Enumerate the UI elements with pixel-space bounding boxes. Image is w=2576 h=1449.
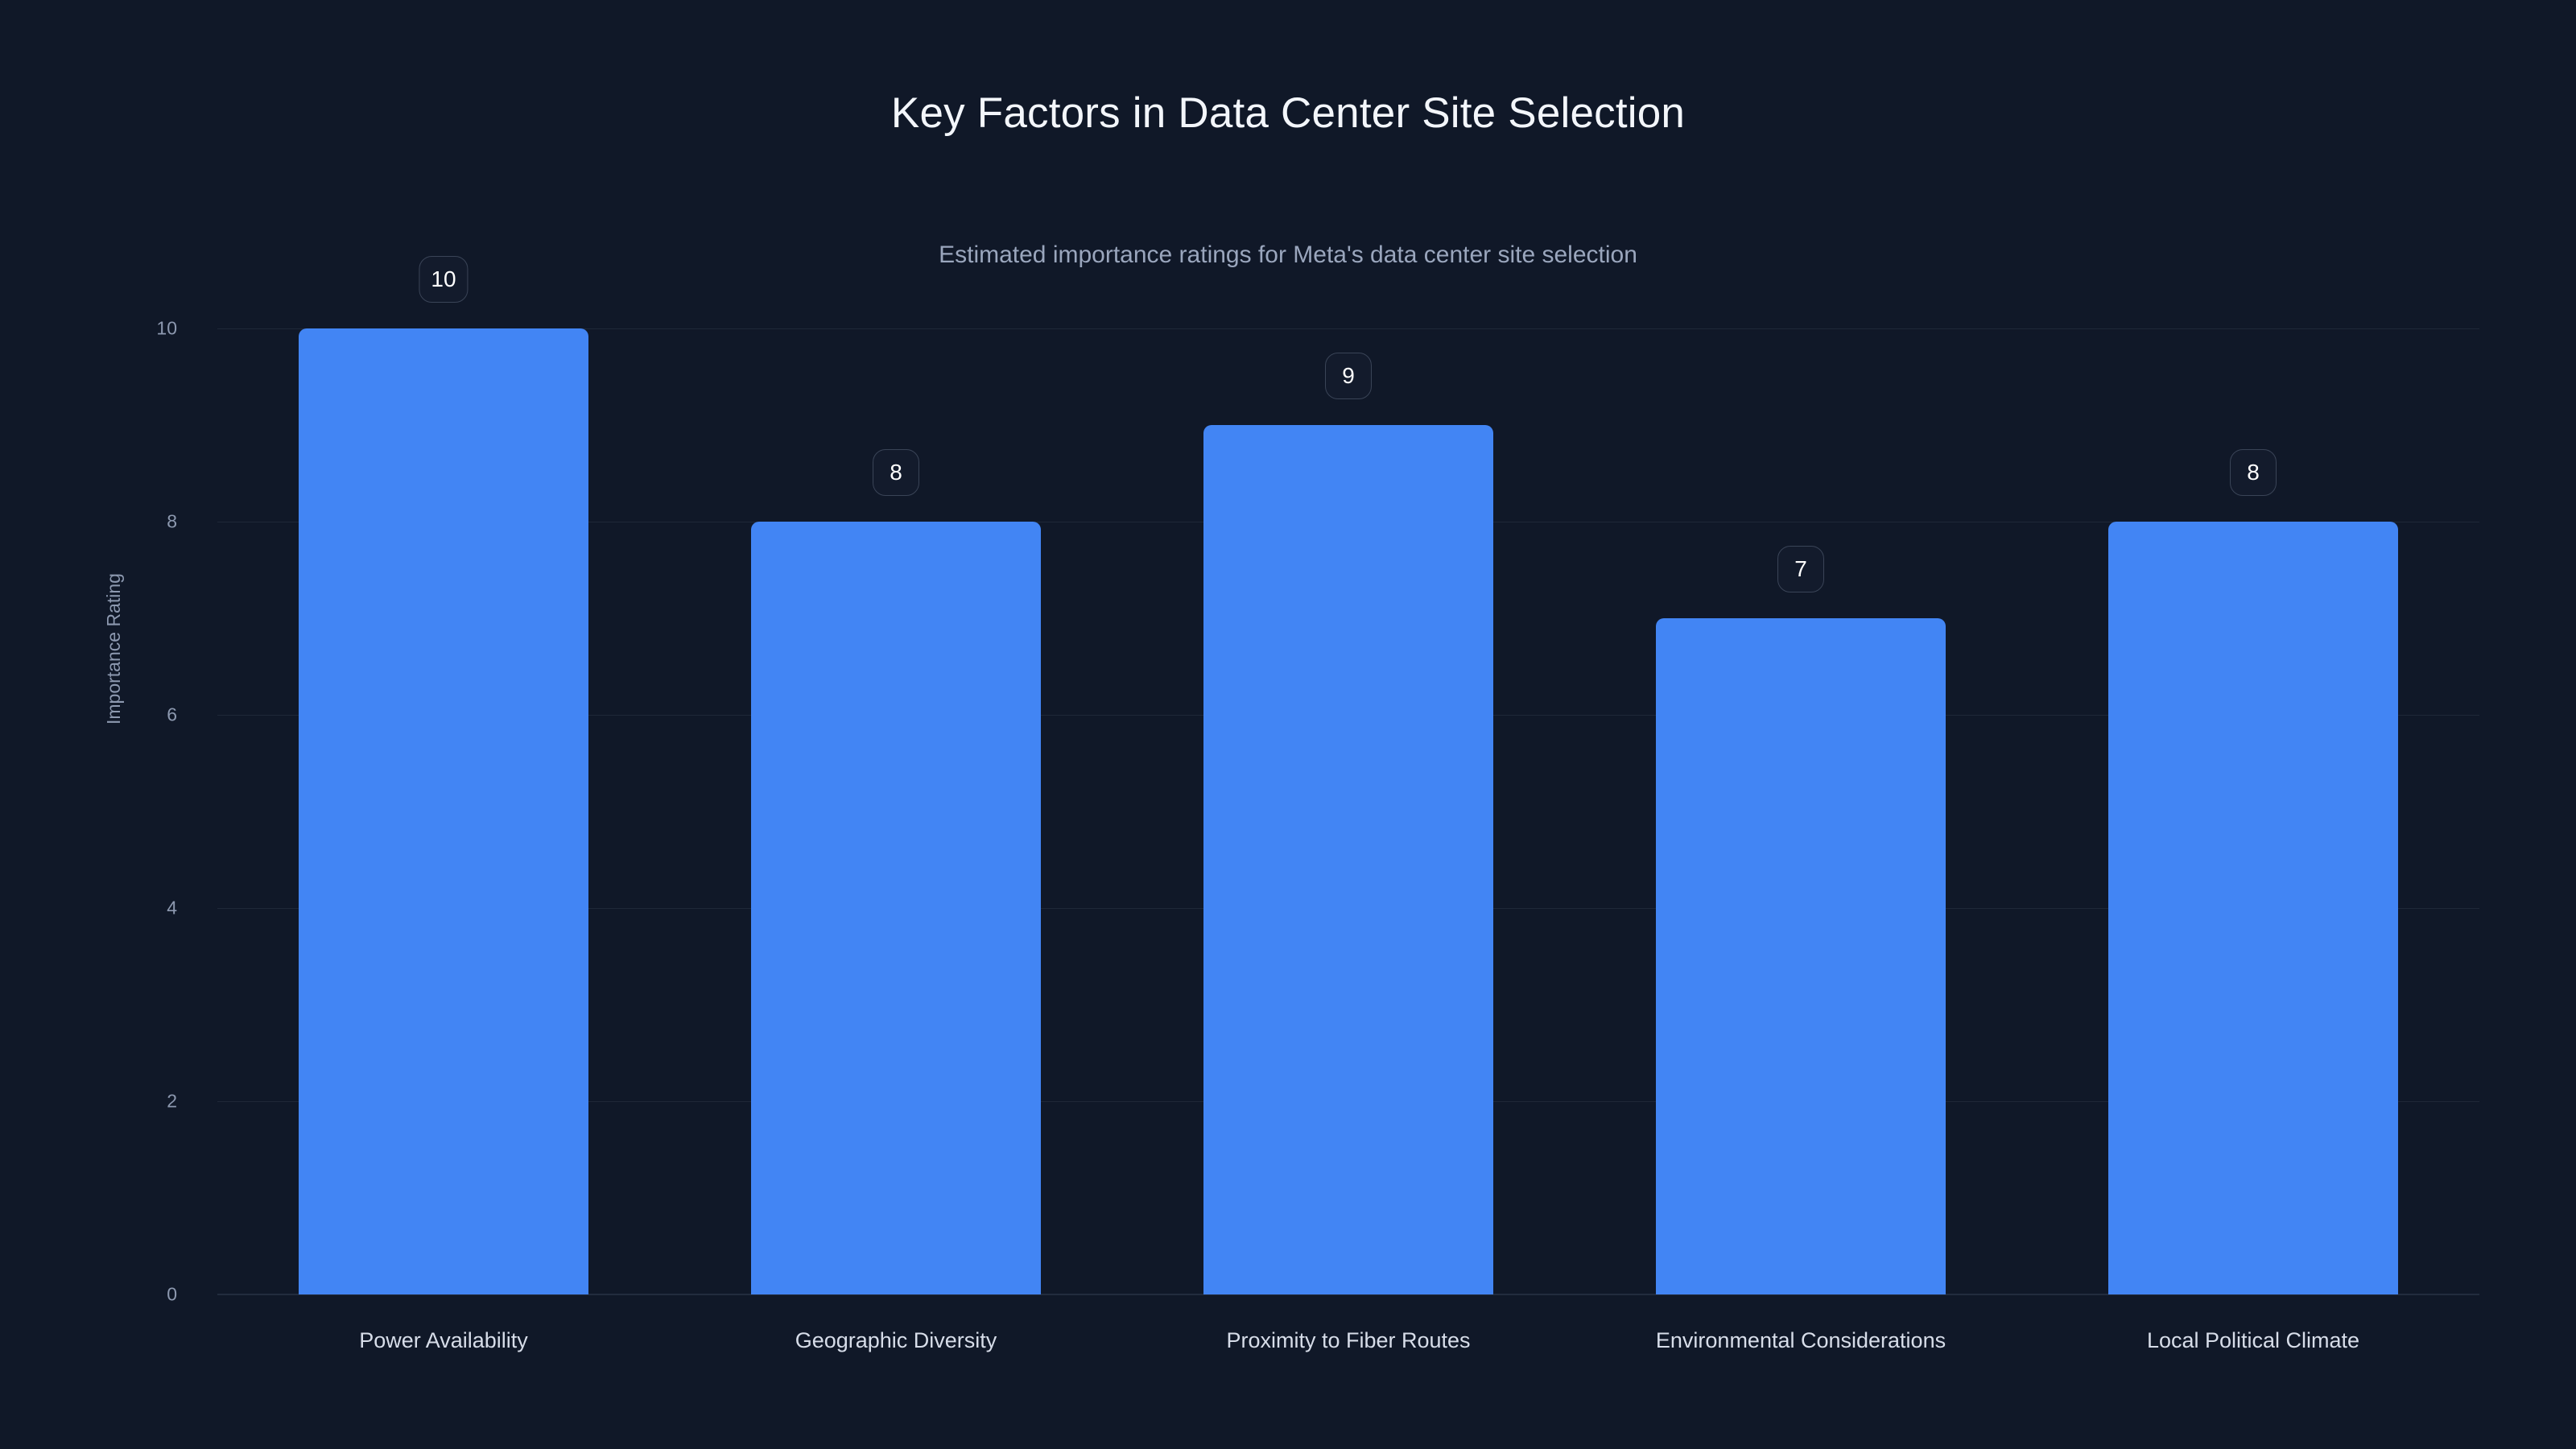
x-axis-tick-label: Proximity to Fiber Routes [1226,1328,1471,1352]
page-title: Key Factors in Data Center Site Selectio… [890,89,1686,137]
bar-value-badge: 9 [1325,353,1372,399]
bar-value-badge: 10 [419,256,469,303]
x-axis-tick-label: Local Political Climate [2146,1328,2360,1352]
x-axis-tick-label: Power Availability [359,1328,528,1352]
bar-value-badge: 8 [873,449,919,496]
bar[interactable] [751,522,1041,1294]
y-axis-tick-label: 8 [167,510,177,532]
chart-subtitle: Estimated importance ratings for Meta's … [939,242,1637,268]
y-axis-tick-label: 2 [167,1090,177,1112]
bar[interactable] [2108,522,2398,1294]
y-axis-tick-label: 0 [167,1283,177,1305]
bar[interactable] [299,328,588,1294]
x-axis-tick-label: Geographic Diversity [795,1328,997,1352]
x-axis-tick-label: Environmental Considerations [1655,1328,1946,1352]
bar-value-badge: 8 [2230,449,2277,496]
plot-area [217,328,2479,1295]
y-axis-title: Importance Rating [103,573,124,724]
bar[interactable] [1203,425,1493,1294]
x-axis-line [217,1294,2479,1295]
bar-value-badge: 7 [1777,546,1824,592]
bar[interactable] [1656,618,1946,1294]
y-axis-tick-label: 10 [156,317,177,339]
y-axis-tick-label: 6 [167,704,177,725]
gridline [217,328,2479,329]
y-axis-tick-label: 4 [167,897,177,919]
